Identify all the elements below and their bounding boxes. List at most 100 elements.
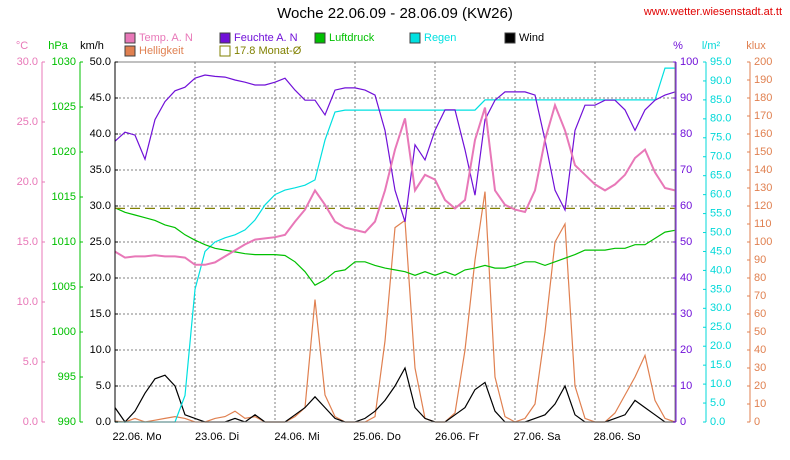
legend-label: Feuchte A. N (234, 32, 298, 44)
y-tick-label: 200 (754, 56, 772, 68)
y-tick-label: 45.0 (90, 92, 111, 104)
y-tick-label: 0 (754, 416, 760, 428)
y-tick-label: 10 (680, 380, 692, 392)
x-tick-label: 27.06. Sa (513, 431, 561, 443)
legend-label: 17.8 Monat-Ø (234, 45, 302, 57)
y-tick-label: 10.0 (90, 344, 111, 356)
y-tick-label: 160 (754, 128, 772, 140)
y-tick-label: 70 (754, 290, 766, 302)
y-tick-label: 1020 (52, 146, 76, 158)
y-tick-label: 35.0 (710, 283, 731, 295)
y-tick-label: 0.0 (23, 416, 38, 428)
y-tick-label: 30 (680, 308, 692, 320)
y-tick-label: 5.0 (23, 356, 38, 368)
legend-swatch (219, 32, 231, 44)
legend-label: Temp. A. N (139, 32, 193, 44)
y-tick-label: 50 (680, 236, 692, 248)
y-tick-label: 990 (58, 416, 76, 428)
y-tick-label: 170 (754, 110, 772, 122)
y-tick-label: 25.0 (90, 236, 111, 248)
plot-marks (114, 67, 676, 423)
y-tick-label: 40.0 (90, 128, 111, 140)
y-tick-label: 80 (754, 272, 766, 284)
legend-label: Luftdruck (329, 32, 375, 44)
y-tick-label: 20.0 (710, 340, 731, 352)
y-tick-label: 30.0 (90, 200, 111, 212)
x-tick-label: 22.06. Mo (113, 431, 162, 443)
y-tick-label: 10 (754, 398, 766, 410)
y-tick-label: 1015 (52, 191, 76, 203)
y-tick-label: 100 (680, 56, 698, 68)
y-tick-label: 10.0 (710, 378, 731, 390)
y-tick-label: 120 (754, 200, 772, 212)
y-tick-label: 15.0 (17, 236, 38, 248)
y-tick-label: 180 (754, 92, 772, 104)
y-tick-label: 110 (754, 218, 772, 230)
y-tick-label: 60 (680, 200, 692, 212)
y-tick-label: 5.0 (96, 380, 111, 392)
series-line (115, 67, 675, 423)
y-tick-label: 50.0 (710, 226, 731, 238)
legend-swatch (409, 32, 421, 44)
series-line (114, 102, 676, 266)
y-tick-label: 60 (754, 308, 766, 320)
y-tick-label: 130 (754, 182, 772, 194)
y-tick-label: 20.0 (90, 272, 111, 284)
chart-title: Woche 22.06.09 - 28.06.09 (KW26) (277, 5, 513, 22)
y-tick-label: 1025 (52, 101, 76, 113)
y-tick-label: 80.0 (710, 113, 731, 125)
y-tick-label: 30.0 (710, 302, 731, 314)
y-tick-label: 140 (754, 164, 772, 176)
y-tick-label: 70 (680, 164, 692, 176)
x-tick-label: 25.06. Do (353, 431, 401, 443)
y-tick-label: 5.0 (710, 397, 725, 409)
y-tick-label: 15.0 (90, 308, 111, 320)
legend-swatch (314, 32, 326, 44)
y-tick-label: 1000 (52, 326, 76, 338)
y-tick-label: 25.0 (17, 116, 38, 128)
y-tick-label: 0.0 (710, 416, 725, 428)
y-tick-label: 40.0 (710, 264, 731, 276)
y-tick-label: 65.0 (710, 170, 731, 182)
y-tick-label: 40 (754, 344, 766, 356)
legend-swatch (504, 32, 516, 44)
legend-swatch (124, 32, 136, 44)
y-tick-label: 50 (754, 326, 766, 338)
axis-unit: klux (746, 40, 766, 52)
x-tick-label: 23.06. Di (195, 431, 239, 443)
legend-label: Regen (424, 32, 456, 44)
y-tick-label: 75.0 (710, 132, 731, 144)
y-tick-label: 190 (754, 74, 772, 86)
y-tick-label: 1010 (52, 236, 76, 248)
series-line (114, 207, 676, 286)
y-tick-label: 150 (754, 146, 772, 158)
legend-swatch (124, 45, 136, 57)
legend-label: Helligkeit (139, 45, 184, 57)
y-tick-label: 1030 (52, 56, 76, 68)
y-tick-label: 25.0 (710, 321, 731, 333)
series-line (114, 191, 676, 423)
y-tick-label: 80 (680, 128, 692, 140)
axis-unit: % (673, 40, 683, 52)
y-tick-label: 85.0 (710, 94, 731, 106)
y-tick-label: 95.0 (710, 56, 731, 68)
series-line (114, 74, 676, 222)
axis-unit: °C (16, 40, 28, 52)
y-tick-label: 0 (680, 416, 686, 428)
x-tick-label: 24.06. Mi (274, 431, 319, 443)
legend-label: Wind (519, 32, 544, 44)
grid (114, 62, 675, 422)
source: www.wetter.wiesenstadt.at.tt (643, 6, 782, 18)
y-tick-label: 20 (754, 380, 766, 392)
y-tick-label: 1005 (52, 281, 76, 293)
axis-unit: hPa (48, 40, 68, 52)
y-tick-label: 15.0 (710, 359, 731, 371)
y-tick-label: 40 (680, 272, 692, 284)
y-tick-label: 30 (754, 362, 766, 374)
y-tick-label: 10.0 (17, 296, 38, 308)
y-tick-label: 45.0 (710, 245, 731, 257)
y-tick-label: 70.0 (710, 151, 731, 163)
y-tick-label: 30.0 (17, 56, 38, 68)
y-tick-label: 0.0 (96, 416, 111, 428)
